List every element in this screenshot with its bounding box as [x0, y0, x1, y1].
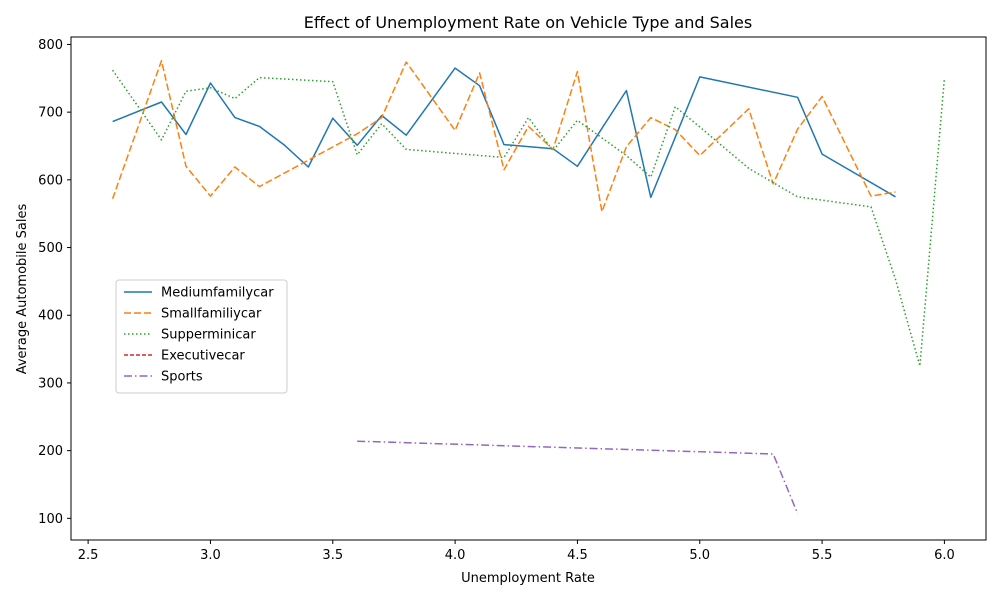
- y-axis: 100 200 300 400 500 600 700 800: [38, 38, 71, 527]
- y-tick-label: 100: [38, 512, 63, 527]
- y-tick-label: 700: [38, 106, 63, 121]
- y-tick-label: 200: [38, 444, 63, 459]
- legend-label-executivecar: Executivecar: [161, 349, 245, 364]
- y-tick-label: 300: [38, 376, 63, 391]
- x-tick-label: 2.5: [78, 548, 99, 563]
- legend-label-mediumfamilycar: Mediumfamilycar: [161, 286, 274, 301]
- y-tick-label: 800: [38, 38, 63, 53]
- x-tick-label: 4.5: [567, 548, 588, 563]
- x-tick-label: 3.5: [322, 548, 343, 563]
- series-line-smallfamiliycar: [111, 59, 896, 213]
- chart-title: Effect of Unemployment Rate on Vehicle T…: [304, 13, 752, 32]
- axes-frame: [70, 36, 987, 541]
- x-tick-label: 5.5: [812, 548, 833, 563]
- y-tick-label: 400: [38, 309, 63, 324]
- y-tick-label: 600: [38, 173, 63, 188]
- x-tick-label: 6.0: [934, 548, 955, 563]
- y-axis-label: Average Automobile Sales: [15, 204, 30, 375]
- legend: Mediumfamilycar Smallfamiliycar Suppermini…: [115, 279, 288, 394]
- legend-box: [115, 279, 288, 394]
- x-tick-label: 3.0: [200, 548, 221, 563]
- x-axis: 2.5 3.0 3.5 4.0 4.5 5.0 5.5 6.0: [78, 540, 955, 563]
- x-tick-label: 5.0: [689, 548, 710, 563]
- legend-label-smallfamiliycar: Smallfamiliycar: [161, 307, 262, 322]
- x-tick-label: 4.0: [445, 548, 466, 563]
- x-axis-label: Unemployment Rate: [461, 571, 595, 586]
- series-line-mediumfamilycar: [112, 67, 896, 199]
- series-layer: [111, 59, 946, 514]
- legend-label-sports: Sports: [161, 370, 203, 385]
- legend-label-supperminicar: Supperminicar: [161, 328, 256, 343]
- y-tick-label: 500: [38, 241, 63, 256]
